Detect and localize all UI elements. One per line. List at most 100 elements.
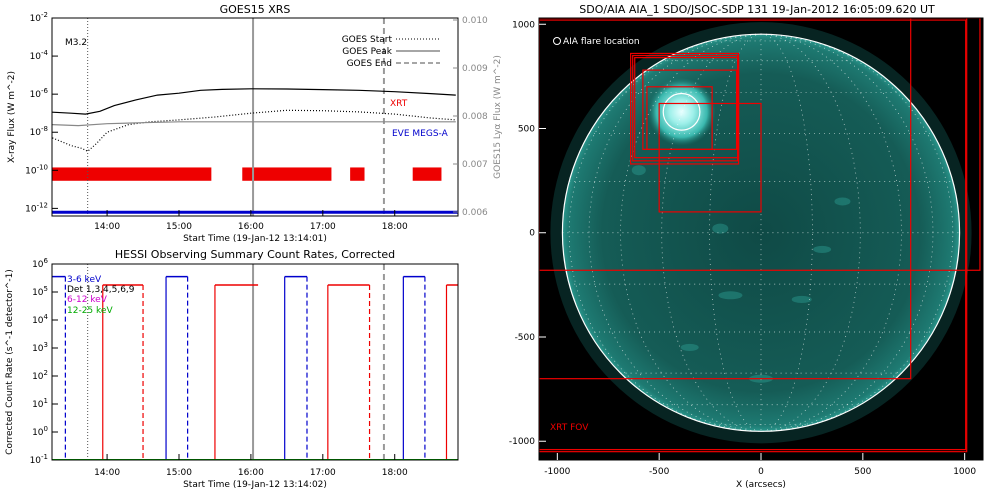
goes-panel: GOES15 XRS 14:00 15:00 16:00 17:00 18:00 10-2…	[7, 3, 503, 244]
aia-xtick-label: 0	[758, 467, 764, 477]
xrt-fov-box	[539, 18, 981, 271]
sun-longitude-line	[760, 33, 902, 432]
aia-xtick-label: 1000	[953, 467, 976, 477]
goes-xtick-label: 16:00	[238, 222, 264, 232]
aia-xlabel: X (arcsecs)	[736, 480, 786, 490]
hessi-ytick-label: 106	[32, 257, 48, 270]
goes-xrt-label: XRT	[390, 99, 408, 109]
hessi-ytick-label: 104	[32, 313, 48, 326]
goes-xrt-coverage-bar	[52, 167, 212, 181]
hessi-ytick-label: 100	[32, 425, 48, 438]
hessi-ytick-label: 103	[32, 341, 48, 354]
hessi-xlabel: Start Time (19-Jan-12 13:14:02)	[183, 480, 327, 490]
aia-xtick-label: -1000	[544, 467, 570, 477]
sun-longitude-line	[661, 33, 762, 432]
goes-xrt-coverage-bar	[412, 167, 442, 181]
goes-axes: 14:00 15:00 16:00 17:00 18:00 10-2 10-4 10-6 10-…	[25, 11, 488, 232]
goes-ytick-label: 10-12	[25, 201, 48, 214]
aia-image	[539, 18, 981, 453]
sun-active-region	[631, 165, 646, 176]
goes-xrt-coverage-bar	[350, 167, 365, 181]
hessi-title: HESSI Observing Summary Count Rates, Cor…	[115, 248, 395, 261]
hessi-axes: 14:00 15:00 16:00 17:00 18:00 106 105 104 103 102…	[30, 257, 408, 478]
hessi-xtick-label: 15:00	[166, 468, 192, 478]
hessi-plot-area	[52, 264, 458, 460]
sun-active-region	[718, 291, 743, 300]
hessi-legend-6-12: 6-12 keV	[67, 295, 108, 305]
aia-xtick-label: -500	[649, 467, 670, 477]
hessi-xtick-label: 18:00	[382, 468, 408, 478]
aia-flare-location-label: AIA flare location	[563, 37, 640, 47]
goes-legend: GOES Start GOES Peak GOES End	[342, 35, 440, 69]
sun-longitude-line	[760, 33, 861, 432]
hessi-legend-12-25: 12-25 keV	[67, 306, 113, 316]
hessi-ytick-label: 101	[32, 397, 48, 410]
goes-ylabel: X-ray Flux (W m^-2)	[7, 71, 17, 163]
goes-ytick-label: 10-2	[30, 11, 48, 24]
sun-active-region	[834, 197, 851, 206]
xrt-fov-box	[634, 57, 740, 159]
xrt-fov-box	[539, 18, 912, 380]
goes-series-line	[52, 121, 456, 127]
goes-series-line	[52, 109, 456, 153]
xrt-fov-box	[658, 102, 762, 213]
xrt-fov-box	[539, 18, 968, 453]
goes-legend-start: GOES Start	[342, 35, 393, 45]
hessi-xtick-label: 16:00	[238, 468, 264, 478]
goes-y2tick-label: 0.009	[462, 64, 488, 74]
goes-ytick-label: 10-8	[30, 125, 48, 138]
goes-xlabel: Start Time (19-Jan-12 13:14:01)	[183, 234, 327, 244]
aia-flare-location-symbol	[553, 37, 561, 45]
goes-xtick-label: 17:00	[310, 222, 336, 232]
hessi-legend: 3-6 keV Det 1,3,4,5,6,9 6-12 keV 12-25 k…	[67, 275, 135, 316]
goes-y2tick-label: 0.008	[462, 112, 488, 122]
goes-flare-class: M3.2	[65, 38, 87, 48]
flare-glow	[647, 77, 716, 146]
goes-legend-peak: GOES Peak	[342, 47, 392, 57]
goes-xtick-label: 15:00	[166, 222, 192, 232]
hessi-axes-frame	[51, 263, 459, 461]
hessi-ytick-label: 105	[32, 285, 48, 298]
goes-xrt-coverage-bar	[242, 167, 332, 181]
goes-y2tick-label: 0.010	[462, 16, 488, 26]
goes-eve-label: EVE MEGS-A	[392, 129, 449, 139]
aia-title: SDO/AIA AIA_1 SDO/JSOC-SDP 131 19-Jan-20…	[579, 3, 935, 16]
hessi-legend-det: Det 1,3,4,5,6,9	[67, 285, 135, 295]
goes-xtick-label: 14:00	[94, 222, 120, 232]
goes-series-line	[52, 88, 456, 115]
goes-title: GOES15 XRS	[220, 3, 291, 16]
sun-disk	[562, 34, 960, 432]
xrt-fov-box	[539, 19, 967, 451]
aia-panel: SDO/AIA AIA_1 SDO/JSOC-SDP 131 19-Jan-20…	[509, 3, 984, 490]
sun-active-region	[813, 245, 832, 254]
flare-location-circle	[662, 92, 701, 131]
goes-xtick-label: 18:00	[382, 222, 408, 232]
hessi-ytick-label: 102	[32, 369, 48, 382]
hessi-ytick-label: 10-1	[30, 453, 48, 466]
sun-active-region	[791, 295, 812, 304]
goes-y2tick-label: 0.006	[462, 208, 488, 218]
hessi-xtick-label: 14:00	[94, 468, 120, 478]
goes-y2tick-label: 0.007	[462, 160, 488, 170]
xrt-fov-box	[632, 54, 739, 162]
aia-ytick-label: -1000	[509, 437, 535, 447]
hessi-panel: HESSI Observing Summary Count Rates, Cor…	[5, 248, 459, 490]
sun-active-region	[712, 223, 729, 234]
sun-active-region	[680, 343, 699, 352]
goes-plot-area	[52, 18, 458, 216]
hessi-legend-3-6: 3-6 keV	[67, 275, 102, 285]
aia-xtick-label: 500	[854, 467, 871, 477]
sun-limb	[561, 33, 961, 432]
aia-axes: -1000 -500 0 500 1000 1000 500 0 -500 -1000	[509, 20, 977, 477]
aia-ytick-label: 0	[529, 229, 535, 239]
goes-ylabel-right: GOES15 Lyα Flux (W m^-2)	[493, 55, 503, 179]
goes-legend-end: GOES End	[347, 59, 392, 69]
goes-ytick-label: 10-10	[25, 163, 48, 176]
hessi-ylabel: Corrected Count Rate (s^-1 detector^-1)	[5, 269, 15, 455]
xrt-fov-box	[646, 86, 713, 150]
aia-ytick-label: -500	[515, 333, 536, 343]
goes-ytick-label: 10-6	[30, 87, 49, 100]
aia-ytick-label: 500	[518, 125, 535, 135]
